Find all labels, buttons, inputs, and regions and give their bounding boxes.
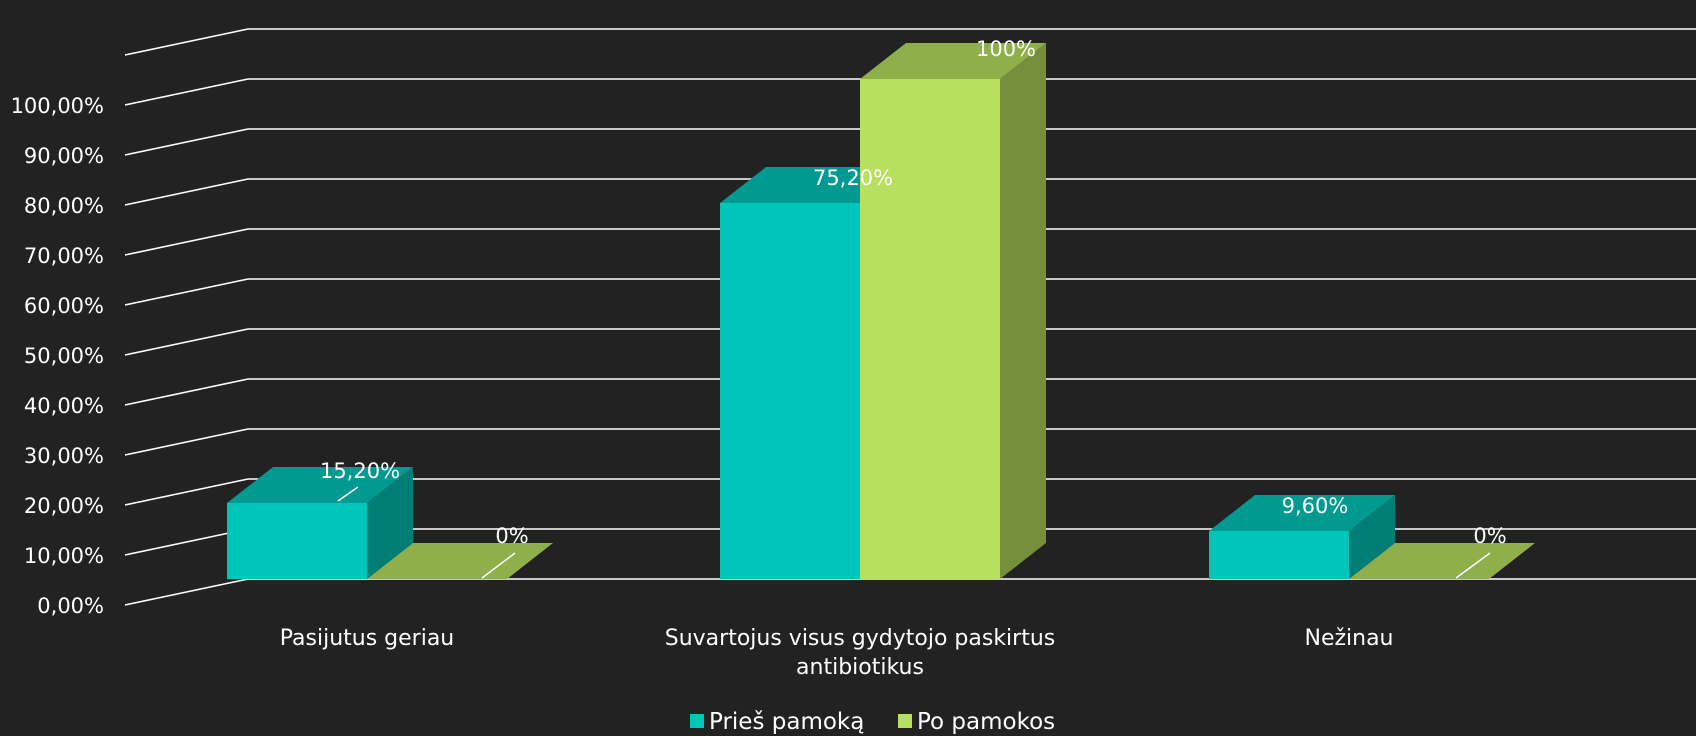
gridline-diagonal — [124, 78, 249, 106]
bar-side — [1349, 495, 1395, 579]
bar-top — [1349, 543, 1535, 579]
bar-side — [1000, 43, 1046, 579]
gridline-diagonal — [124, 478, 249, 506]
y-tick-label: 100,00% — [11, 94, 104, 118]
y-tick-label: 40,00% — [24, 394, 104, 418]
data-label: 0% — [1473, 524, 1506, 548]
bar-side — [367, 467, 413, 579]
category-labels: Pasijutus geriau Suvartojus visus gydytoj… — [280, 626, 1394, 680]
data-label: 15,20% — [320, 459, 400, 483]
leader-line — [1455, 552, 1491, 579]
y-tick-label: 0,00% — [37, 594, 104, 618]
data-label: 75,20% — [813, 166, 893, 190]
data-label: 0% — [495, 524, 528, 548]
category-label: Nežinau — [1304, 626, 1393, 651]
bar-top — [1209, 495, 1395, 531]
bar-top — [720, 167, 906, 203]
legend-label: Po pamokos — [917, 709, 1055, 735]
data-label: 100% — [976, 37, 1036, 61]
data-labels: 15,20% 0% 75,20% 100% 9,60% 0% — [320, 37, 1507, 579]
y-tick-label: 80,00% — [24, 194, 104, 218]
gridline-diagonal — [124, 428, 249, 456]
gridline-diagonal — [124, 128, 249, 156]
y-tick-label: 50,00% — [24, 344, 104, 368]
gridline-diagonal — [124, 178, 249, 206]
bar-top — [860, 43, 1046, 79]
bar-front — [1209, 531, 1349, 579]
y-tick-label: 70,00% — [24, 244, 104, 268]
bar-top — [227, 467, 413, 503]
y-axis-ticks: 0,00% 10,00% 20,00% 30,00% 40,00% 50,00% 60,00… — [11, 94, 104, 618]
gridline-diagonal — [124, 28, 249, 56]
bar — [1209, 495, 1395, 579]
category-label: Pasijutus geriau — [280, 626, 455, 651]
gridline-diagonal — [124, 278, 249, 306]
leader-line — [481, 552, 516, 579]
y-tick-label: 20,00% — [24, 494, 104, 518]
bar — [860, 43, 1046, 579]
bar — [1349, 543, 1535, 579]
bars — [227, 43, 1535, 579]
gridline-diagonal — [124, 378, 249, 406]
legend-swatch — [690, 714, 704, 728]
bar-front — [227, 503, 367, 579]
y-tick-label: 90,00% — [24, 144, 104, 168]
bar — [227, 467, 413, 579]
category-label: Suvartojus visus gydytojo paskirtus antib… — [665, 626, 1056, 680]
legend-label: Prieš pamoką — [709, 709, 864, 735]
y-tick-label: 60,00% — [24, 294, 104, 318]
gridline-diagonal — [124, 578, 249, 606]
gridline-diagonal — [124, 228, 249, 256]
leader-line — [337, 486, 359, 502]
legend-swatch — [898, 714, 912, 728]
y-tick-label: 30,00% — [24, 444, 104, 468]
bar-front — [720, 203, 860, 579]
bar-top — [367, 543, 553, 579]
legend: Prieš pamoką Po pamokos — [690, 709, 1055, 735]
bar — [367, 543, 553, 579]
data-label: 9,60% — [1282, 494, 1349, 518]
y-tick-label: 10,00% — [24, 544, 104, 568]
gridline-diagonal — [124, 328, 249, 356]
bar-front — [860, 79, 1000, 579]
